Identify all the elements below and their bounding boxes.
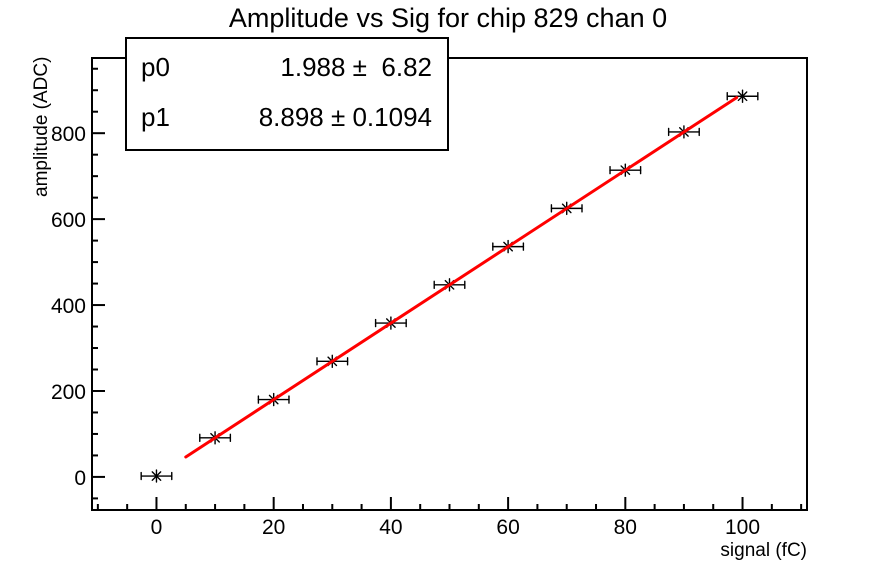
stats-row-p1: p1 8.898 ± 0.1094: [141, 99, 432, 135]
stats-row-p0: p0 1.988 ± 6.82: [141, 49, 432, 85]
fit-line: [184, 96, 739, 459]
stats-param-name: p1: [141, 102, 170, 132]
x-tick-label: 100: [725, 516, 760, 539]
chart-title: Amplitude vs Sig for chip 829 chan 0: [228, 3, 668, 33]
fit-stats-box: p0 1.988 ± 6.82 p1 8.898 ± 0.1094: [125, 37, 449, 151]
y-tick-label: 200: [51, 381, 86, 404]
x-tick-label: 0: [151, 516, 163, 539]
x-tick-label: 60: [496, 516, 519, 539]
y-tick-label: 800: [51, 123, 86, 146]
y-axis-tick-labels: 0 200 400 600 800: [51, 123, 86, 490]
x-axis-tick-labels: 0 20 40 60 80 100: [151, 516, 760, 539]
x-axis-title: signal (fC): [720, 540, 807, 561]
x-axis-ticks: [96, 497, 803, 510]
y-tick-label: 400: [51, 295, 86, 318]
stats-param-name: p0: [141, 52, 170, 82]
data-point: [726, 89, 759, 103]
x-tick-label: 20: [262, 516, 285, 539]
x-tick-label: 80: [614, 516, 637, 539]
y-tick-label: 0: [74, 467, 86, 490]
stats-param-value: 1.988 ± 6.82: [280, 52, 432, 82]
y-axis-ticks: [92, 67, 105, 500]
y-tick-label: 600: [51, 209, 86, 232]
y-axis-title: amplitude (ADC): [31, 57, 52, 197]
x-tick-label: 40: [379, 516, 402, 539]
data-point: [140, 469, 173, 483]
stats-param-value: 8.898 ± 0.1094: [258, 102, 432, 132]
